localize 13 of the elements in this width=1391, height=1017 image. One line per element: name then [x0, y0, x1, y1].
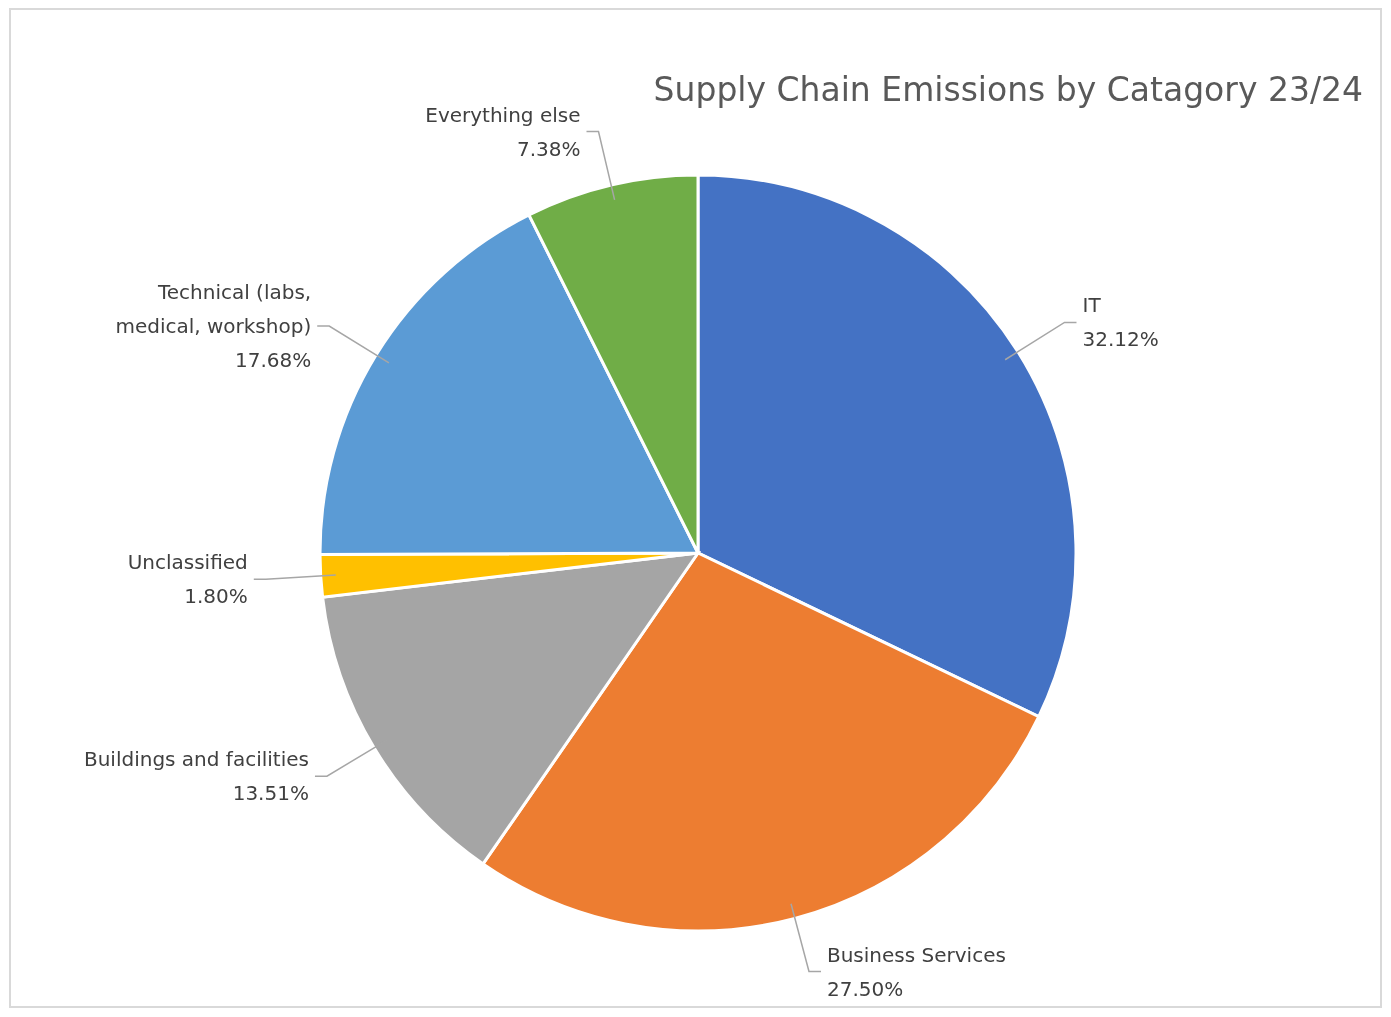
slice-label: Business Services — [826, 942, 1006, 967]
chart-title: Supply Chain Emissions by Catagory 23/24 — [653, 70, 1363, 109]
data-label: 27.50% — [826, 976, 904, 1001]
data-label: 32.12% — [1082, 327, 1159, 352]
data-label: 1.80% — [184, 584, 248, 609]
data-label: 13.51% — [232, 781, 309, 806]
data-label: 17.68% — [234, 348, 312, 373]
slice-label: Everything else — [425, 102, 581, 127]
slice-label: IT — [1082, 293, 1102, 318]
data-label: 7.38% — [516, 136, 581, 161]
slice-label: Unclassified — [127, 550, 248, 575]
slice-label: Buildings and facilities — [83, 747, 309, 772]
slice-label: Technical (labs, medical, workshop) — [115, 280, 312, 339]
